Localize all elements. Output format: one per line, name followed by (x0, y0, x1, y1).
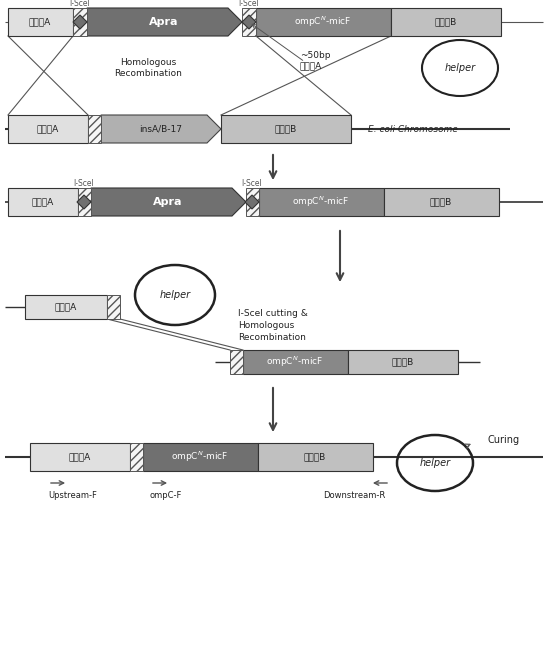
Text: helper: helper (159, 290, 191, 300)
Bar (107, 295, 120, 319)
Bar (391, 8, 501, 36)
Text: E. coli Chromosome: E. coli Chromosome (368, 125, 458, 134)
Bar (242, 8, 256, 36)
Text: 同源蟂B: 同源蟂B (430, 197, 452, 207)
Bar (221, 115, 351, 143)
Text: 同源蟂B: 同源蟂B (275, 125, 297, 134)
Text: I-SceI: I-SceI (70, 0, 91, 7)
Text: 同源蟂B: 同源蟂B (304, 453, 326, 462)
Bar (25, 295, 107, 319)
Text: Downstream-R: Downstream-R (323, 491, 385, 501)
Bar (230, 350, 243, 374)
Text: 同源蟂A: 同源蟂A (32, 197, 54, 207)
Bar (78, 188, 91, 216)
Text: Homologous
Recombination: Homologous Recombination (114, 58, 182, 77)
Text: Curing: Curing (488, 435, 520, 445)
Bar (246, 188, 259, 216)
Bar (256, 8, 391, 36)
Polygon shape (245, 195, 259, 209)
Text: insA/B-17: insA/B-17 (139, 125, 182, 134)
Bar (73, 8, 87, 36)
Bar (259, 188, 384, 216)
Polygon shape (77, 195, 91, 209)
Text: 同源蟂B: 同源蟂B (435, 18, 457, 26)
Text: ompC$^N$-micF: ompC$^N$-micF (171, 450, 229, 464)
Text: 同源蟂B: 同源蟂B (392, 358, 414, 367)
Polygon shape (91, 188, 246, 216)
Bar (143, 443, 258, 471)
Bar (384, 188, 499, 216)
Text: 同源蟂A: 同源蟂A (300, 62, 322, 70)
Bar (30, 443, 130, 471)
Text: ompC-F: ompC-F (150, 491, 182, 501)
Polygon shape (242, 15, 256, 29)
Text: ompC$^N$-micF: ompC$^N$-micF (294, 15, 352, 30)
Polygon shape (73, 15, 87, 29)
Bar (130, 443, 143, 471)
Text: Apra: Apra (153, 197, 183, 207)
Text: I-SceI: I-SceI (74, 178, 94, 188)
Text: I-SceI: I-SceI (239, 0, 259, 7)
Text: 同源蟂A: 同源蟂A (29, 18, 51, 26)
Text: Homologous: Homologous (238, 321, 294, 331)
Polygon shape (101, 115, 221, 143)
Text: Upstream-F: Upstream-F (48, 491, 97, 501)
Text: 同源蟂A: 同源蟂A (55, 302, 77, 312)
Bar (8, 8, 73, 36)
Polygon shape (87, 8, 242, 36)
Text: I-SceI cutting &: I-SceI cutting & (238, 310, 308, 319)
Bar (243, 350, 348, 374)
Text: Apra: Apra (149, 17, 179, 27)
Text: 同源蟂A: 同源蟂A (37, 125, 59, 134)
Text: Recombination: Recombination (238, 333, 306, 342)
Text: helper: helper (444, 63, 476, 73)
Text: I-SceI: I-SceI (242, 178, 263, 188)
Text: helper: helper (419, 458, 450, 468)
Text: 同源蟂A: 同源蟂A (69, 453, 91, 462)
Text: ~50bp: ~50bp (300, 51, 330, 60)
Bar (88, 115, 101, 143)
Bar (8, 188, 78, 216)
Bar (348, 350, 458, 374)
Bar (8, 115, 88, 143)
Bar (258, 443, 373, 471)
Text: ompC$^N$-micF: ompC$^N$-micF (292, 195, 349, 209)
Text: ompC$^N$-micF: ompC$^N$-micF (266, 355, 324, 369)
